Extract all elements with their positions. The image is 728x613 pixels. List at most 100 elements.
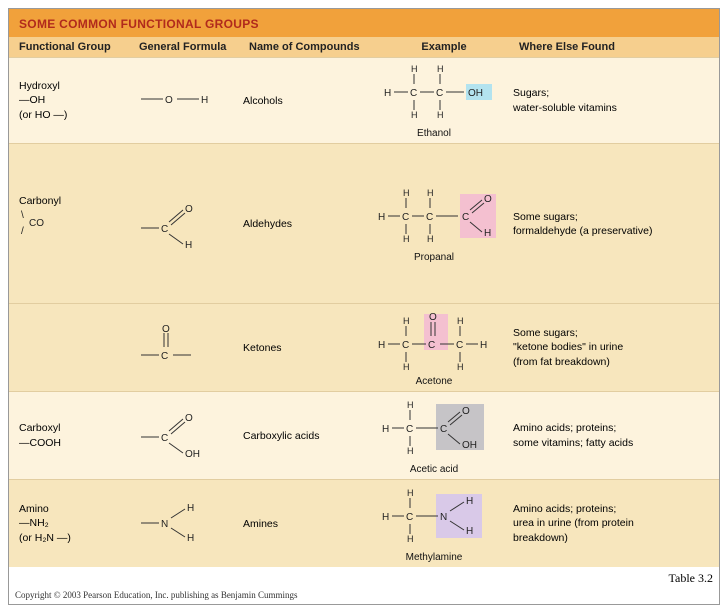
fg-carboxyl-name: Carboxyl	[19, 421, 125, 435]
fg-carboxyl-sym: —COOH	[19, 436, 125, 450]
svg-text:O: O	[185, 204, 193, 215]
ex-amino: H C H H N H H Methylamine	[359, 480, 509, 567]
svg-text:H: H	[201, 95, 208, 106]
ethanol-label: Ethanol	[363, 128, 505, 139]
svg-text:O: O	[165, 95, 173, 106]
svg-text:C: C	[161, 351, 168, 362]
svg-text:H: H	[407, 534, 414, 544]
svg-text:H: H	[457, 362, 464, 370]
svg-text:O: O	[462, 406, 470, 417]
svg-text:H: H	[411, 110, 418, 120]
nc-carboxyl: Carboxylic acids	[239, 426, 359, 446]
gf-carboxyl: C O OH	[129, 405, 239, 466]
svg-text:C: C	[406, 424, 413, 435]
fg-hydroxyl: Hydroxyl —OH (or HO —)	[9, 73, 129, 128]
svg-text:/: /	[21, 226, 24, 237]
svg-text:H: H	[187, 503, 194, 514]
svg-text:O: O	[429, 312, 437, 323]
gf-hydroxyl: O H	[129, 80, 239, 121]
svg-text:H: H	[382, 512, 389, 523]
svg-text:N: N	[440, 512, 447, 523]
propanal-label: Propanal	[363, 252, 505, 263]
gf-aldehyde: C O H	[129, 194, 239, 255]
svg-text:C: C	[426, 212, 433, 223]
functional-groups-table: SOME COMMON FUNCTIONAL GROUPS Functional…	[9, 9, 719, 567]
svg-text:O: O	[484, 194, 492, 205]
svg-text:H: H	[382, 424, 389, 435]
svg-text:H: H	[484, 228, 491, 239]
header-functional-group: Functional Group	[9, 41, 139, 53]
fg-amino-sym2: (or H₂N —)	[19, 531, 125, 545]
we-aldehyde: Some sugars; formaldehyde (a preservativ…	[509, 204, 699, 244]
nc-amino: Amines	[239, 514, 359, 534]
svg-text:H: H	[407, 446, 414, 456]
row-carboxyl: Carboxyl —COOH C O OH Carboxylic acids H	[9, 391, 719, 479]
svg-text:H: H	[403, 188, 410, 198]
row-ketone: C O Ketones H C H H C O	[9, 303, 719, 391]
fg-sym1: —OH	[19, 93, 125, 107]
svg-text:C: C	[410, 88, 417, 99]
svg-text:H: H	[378, 212, 385, 223]
svg-text:N: N	[161, 519, 168, 530]
svg-text:C: C	[440, 424, 447, 435]
fg-carbonyl: Carbonyl \CO/	[9, 144, 129, 304]
gf-ketone: C O	[129, 317, 239, 378]
we-amino: Amino acids; proteins; urea in urine (fr…	[509, 496, 699, 551]
fg-sym2: (or HO —)	[19, 108, 125, 122]
ex-aldehyde: H C H H C H H C O H Propanal	[359, 182, 509, 267]
header-general-formula: General Formula	[139, 41, 249, 53]
page-outer: SOME COMMON FUNCTIONAL GROUPS Functional…	[8, 8, 720, 605]
svg-text:O: O	[162, 324, 170, 335]
we-carboxyl: Amino acids; proteins; some vitamins; fa…	[509, 415, 699, 455]
fg-amino: Amino —NH₂ (or H₂N —)	[9, 496, 129, 551]
svg-text:H: H	[427, 234, 434, 244]
svg-text:OH: OH	[468, 88, 483, 99]
svg-text:H: H	[437, 110, 444, 120]
nc-aldehyde: Aldehydes	[239, 214, 359, 234]
svg-text:H: H	[457, 316, 464, 326]
svg-text:H: H	[378, 340, 385, 351]
svg-text:H: H	[407, 400, 414, 410]
gf-amino: N H H	[129, 493, 239, 554]
methylamine-structure: H C H H N H H	[364, 484, 504, 546]
svg-text:C: C	[161, 433, 168, 444]
svg-text:C: C	[428, 340, 435, 351]
ex-ketone: H C H H C O C H H H Acetone	[359, 304, 509, 391]
svg-text:H: H	[403, 234, 410, 244]
header-where-else: Where Else Found	[519, 41, 709, 53]
fg-name: Hydroxyl	[19, 79, 125, 93]
svg-text:C: C	[161, 224, 168, 235]
svg-text:H: H	[466, 496, 473, 507]
svg-text:H: H	[185, 240, 192, 248]
svg-text:C: C	[406, 512, 413, 523]
table-title: SOME COMMON FUNCTIONAL GROUPS	[19, 17, 259, 31]
nc-hydroxyl: Alcohols	[239, 91, 359, 111]
acetic-acid-label: Acetic acid	[363, 464, 505, 475]
we-hydroxyl: Sugars; water-soluble vitamins	[509, 80, 699, 120]
ethanol-structure: H C H H C H H OH	[364, 62, 504, 122]
fg-carbonyl-name: Carbonyl	[19, 194, 125, 208]
svg-text:H: H	[466, 526, 473, 537]
svg-text:O: O	[185, 413, 193, 424]
nc-ketone: Ketones	[239, 338, 359, 358]
propanal-structure: H C H H C H H C O H	[364, 186, 504, 246]
svg-text:H: H	[407, 488, 414, 498]
svg-text:C: C	[436, 88, 443, 99]
svg-text:C: C	[402, 340, 409, 351]
svg-text:H: H	[403, 316, 410, 326]
row-aldehyde: Carbonyl \CO/ C O H Aldehydes H C	[9, 143, 719, 304]
svg-text:H: H	[187, 533, 194, 544]
svg-text:C: C	[402, 212, 409, 223]
svg-text:H: H	[403, 362, 410, 370]
fg-amino-name: Amino	[19, 502, 125, 516]
copyright: Copyright © 2003 Pearson Education, Inc.…	[9, 588, 719, 604]
svg-text:C: C	[462, 212, 469, 223]
header-example: Example	[369, 41, 519, 53]
svg-text:H: H	[437, 64, 444, 74]
svg-text:H: H	[411, 64, 418, 74]
svg-text:H: H	[480, 340, 487, 351]
table-title-bar: SOME COMMON FUNCTIONAL GROUPS	[9, 9, 719, 37]
svg-text:OH: OH	[462, 440, 477, 451]
header-name-compounds: Name of Compounds	[249, 41, 369, 53]
acetic-acid-structure: H C H H C O OH	[364, 396, 504, 458]
